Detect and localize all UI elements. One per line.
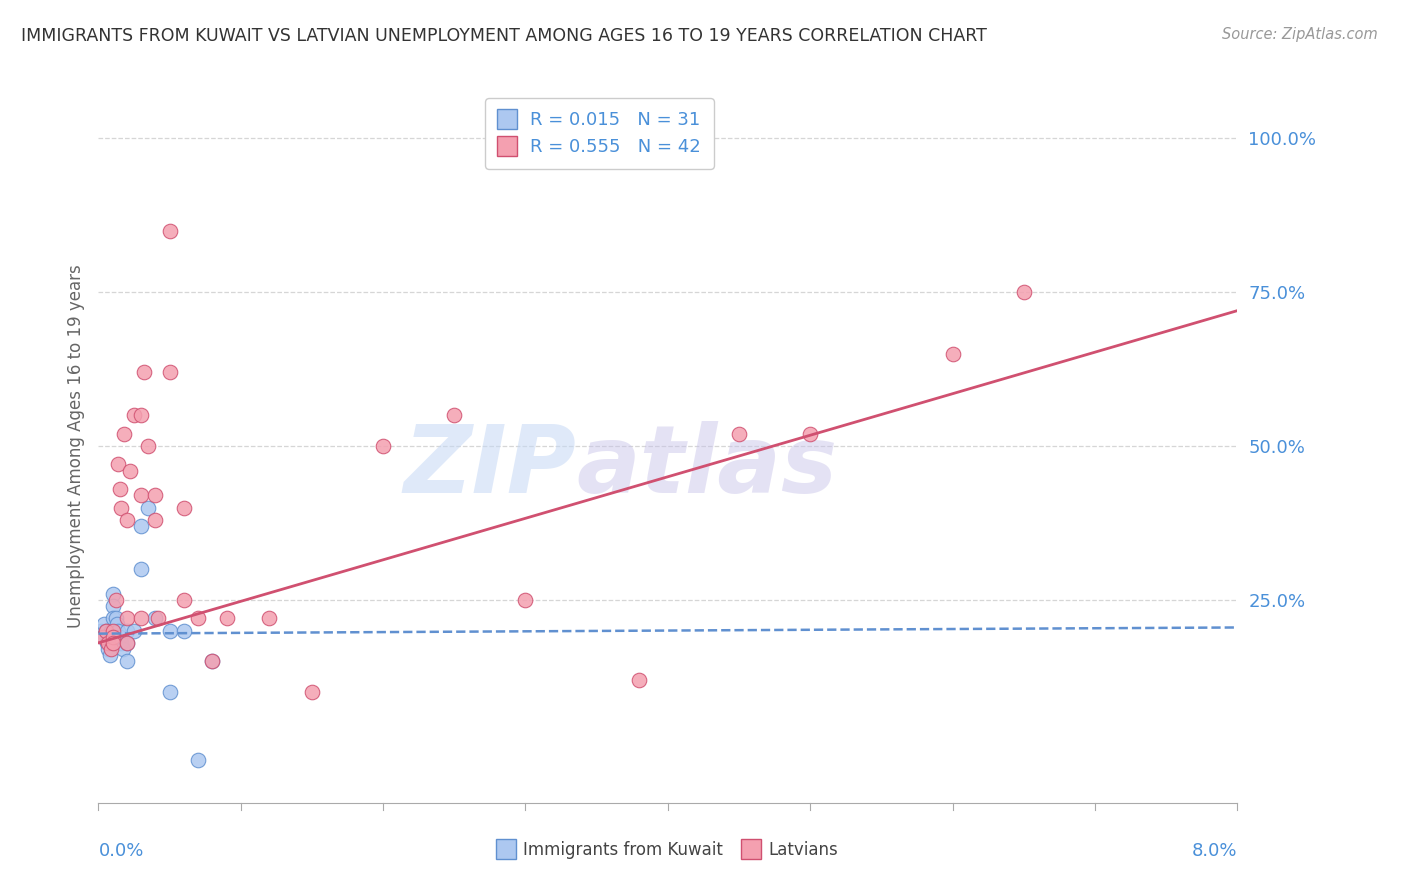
Point (159, 624, 181, 638)
Point (132, 365, 155, 379)
Legend: Immigrants from Kuwait, Latvians: Immigrants from Kuwait, Latvians (491, 835, 845, 866)
Point (94, 624, 117, 638)
Point (111, 642, 134, 657)
Point (173, 624, 195, 638)
Point (96, 636, 118, 650)
Point (173, 592, 195, 607)
Point (201, 654, 224, 668)
Point (112, 426, 135, 441)
Y-axis label: Unemployment Among Ages 16 to 19 years: Unemployment Among Ages 16 to 19 years (66, 264, 84, 628)
Text: ZIP: ZIP (404, 421, 576, 514)
Point (115, 636, 138, 650)
Point (201, 654, 224, 668)
Text: atlas: atlas (576, 421, 838, 514)
Point (443, 409, 465, 423)
Point (215, 611, 238, 625)
Point (129, 519, 152, 533)
Point (145, 513, 167, 527)
Point (728, 426, 751, 441)
Point (110, 500, 132, 515)
Point (187, 753, 209, 767)
Point (91, 630, 114, 644)
Point (129, 611, 152, 625)
Point (1012, 285, 1035, 300)
Point (100, 642, 122, 657)
Point (159, 685, 181, 699)
Point (101, 630, 124, 644)
Point (91, 630, 114, 644)
Point (187, 611, 209, 625)
Point (101, 599, 124, 613)
Point (942, 347, 965, 361)
Point (101, 630, 124, 644)
Point (100, 624, 122, 638)
Text: 0.0%: 0.0% (98, 842, 143, 860)
Text: Source: ZipAtlas.com: Source: ZipAtlas.com (1222, 27, 1378, 42)
Point (173, 500, 195, 515)
Point (118, 464, 141, 478)
Point (122, 409, 145, 423)
Point (115, 611, 138, 625)
Point (104, 592, 127, 607)
Text: IMMIGRANTS FROM KUWAIT VS LATVIAN UNEMPLOYMENT AMONG AGES 16 TO 19 YEARS CORRELA: IMMIGRANTS FROM KUWAIT VS LATVIAN UNEMPL… (21, 27, 987, 45)
Text: 8.0%: 8.0% (1192, 842, 1237, 860)
Point (101, 636, 124, 650)
Point (104, 611, 127, 625)
Point (122, 624, 145, 638)
Point (129, 488, 152, 502)
Point (145, 488, 167, 502)
Point (110, 636, 132, 650)
Point (371, 439, 394, 453)
Point (108, 482, 131, 496)
Point (115, 636, 138, 650)
Point (515, 592, 537, 607)
Point (129, 409, 152, 423)
Point (107, 624, 129, 638)
Point (107, 458, 129, 472)
Point (98, 648, 121, 662)
Point (159, 365, 181, 379)
Point (259, 611, 281, 625)
Point (145, 611, 167, 625)
Point (97, 642, 120, 657)
Point (159, 224, 181, 238)
Point (97, 636, 120, 650)
Point (115, 513, 138, 527)
Point (136, 439, 159, 453)
Point (101, 624, 124, 638)
Point (108, 630, 131, 644)
Point (90, 624, 112, 638)
Point (301, 685, 323, 699)
Point (101, 611, 124, 625)
Point (94, 624, 117, 638)
Point (148, 611, 170, 625)
Point (799, 426, 821, 441)
Point (101, 587, 124, 601)
Point (115, 624, 138, 638)
Point (129, 562, 152, 576)
Point (115, 654, 138, 668)
Point (628, 673, 651, 687)
Point (93, 617, 115, 632)
Point (136, 500, 159, 515)
Point (105, 617, 128, 632)
